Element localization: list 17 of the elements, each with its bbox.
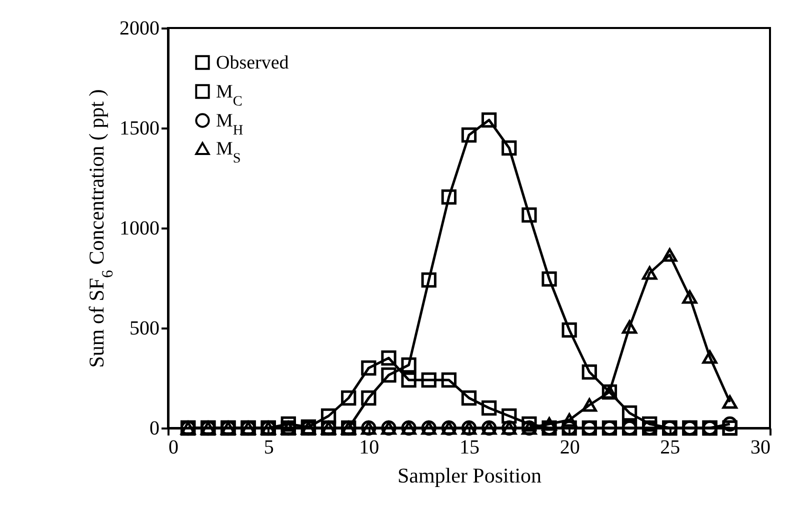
legend-label: M$_{C}$ <box>216 82 242 110</box>
x-tick-label: 25 <box>660 436 680 458</box>
y-tick-label: 0 <box>150 418 160 440</box>
y-tick-label: 500 <box>130 318 160 340</box>
legend-label: M$_{H}$ <box>216 110 244 138</box>
legend-label: Observed <box>216 52 290 74</box>
x-tick-label: 5 <box>264 436 274 458</box>
x-axis-title: Sampler Position <box>397 464 542 488</box>
x-tick-label: 20 <box>560 436 580 458</box>
y-tick-label: 1500 <box>120 118 160 140</box>
y-tick-label: 2000 <box>120 18 160 40</box>
x-tick-label: 15 <box>460 436 480 458</box>
x-tick-label: 30 <box>750 436 770 458</box>
y-tick-label: 1000 <box>120 218 160 240</box>
x-tick-label: 10 <box>359 436 380 458</box>
legend-label: M$_{S}$ <box>216 138 241 166</box>
x-tick-label: 0 <box>168 436 178 458</box>
